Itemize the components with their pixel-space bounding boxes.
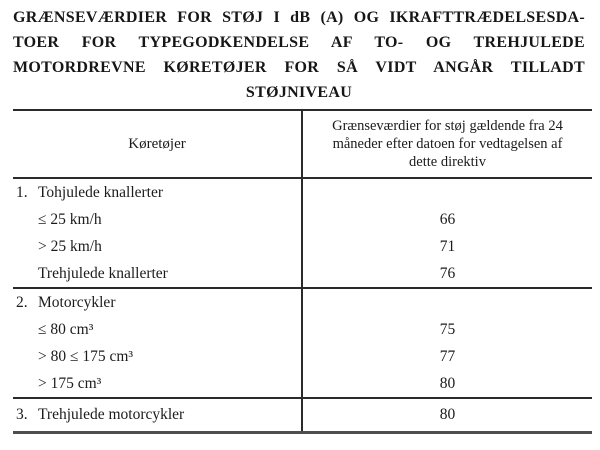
table-header-row: Køretøjer Grænseværdier for støj gældend… bbox=[13, 111, 592, 179]
row-value: 77 bbox=[439, 347, 456, 365]
row-value: 80 bbox=[439, 374, 456, 392]
row-label: > 25 km/h bbox=[38, 237, 102, 255]
page-title-line: GRÆNSEVÆRDIER FOR STØJ I dB (A) OG IKRAF… bbox=[13, 9, 585, 26]
row-label: Motorcykler bbox=[38, 293, 116, 311]
row-label: Tohjulede knallerter bbox=[38, 183, 164, 201]
column-header-limits: Grænseværdier for støj gældende fra 24 m… bbox=[301, 111, 592, 177]
row-label: ≤ 25 km/h bbox=[38, 210, 102, 228]
page-title-line: MOTORDREVNE KØRETØJER FOR SÅ VIDT ANGÅR … bbox=[13, 59, 585, 76]
table-section-knallerter: 1. Tohjulede knallerter ≤ 25 km/h 66 bbox=[13, 179, 592, 289]
row-label: Trehjulede motorcykler bbox=[38, 406, 185, 423]
row-value: 76 bbox=[439, 264, 456, 282]
row-label: Trehjulede knallerter bbox=[38, 264, 168, 282]
table-section-motorcykler: 2. Motorcykler ≤ 80 cm³ 75 bbox=[13, 289, 592, 399]
row-value: 71 bbox=[439, 237, 456, 255]
table-row: > 80 ≤ 175 cm³ 77 bbox=[13, 343, 592, 370]
table-row: ≤ 25 km/h 66 bbox=[13, 206, 592, 233]
row-label: > 80 ≤ 175 cm³ bbox=[38, 347, 134, 365]
page-title-line: TOER FOR TYPEGODKENDELSE AF TO- OG TREHJ… bbox=[13, 34, 585, 51]
page-title-line: STØJNIVEAU bbox=[245, 84, 353, 101]
table-row: ≤ 80 cm³ 75 bbox=[13, 316, 592, 343]
table-row: 3. Trehjulede motorcykler 80 bbox=[13, 399, 592, 431]
row-value: 66 bbox=[439, 210, 456, 228]
row-value: 80 bbox=[439, 406, 456, 423]
row-number: 3. bbox=[16, 406, 28, 423]
row-label: > 175 cm³ bbox=[38, 374, 102, 392]
page-title: GRÆNSEVÆRDIER FOR STØJ I dB (A) OG IKRAF… bbox=[13, 5, 585, 105]
row-number: 2. bbox=[16, 293, 28, 311]
noise-limits-table: Køretøjer Grænseværdier for støj gældend… bbox=[13, 109, 592, 434]
table-row: > 175 cm³ 80 bbox=[13, 370, 592, 397]
table-row: > 25 km/h 71 bbox=[13, 233, 592, 260]
table-row: Trehjulede knallerter 76 bbox=[13, 260, 592, 287]
table-row: 2. Motorcykler bbox=[13, 289, 592, 316]
row-label: ≤ 80 cm³ bbox=[38, 320, 94, 338]
column-header-vehicles: Køretøjer bbox=[128, 135, 186, 152]
table-section-trehjulede-motorcykler: 3. Trehjulede motorcykler 80 bbox=[13, 399, 592, 431]
row-number: 1. bbox=[16, 183, 28, 201]
table-row: 1. Tohjulede knallerter bbox=[13, 179, 592, 206]
row-value: 75 bbox=[439, 320, 456, 338]
